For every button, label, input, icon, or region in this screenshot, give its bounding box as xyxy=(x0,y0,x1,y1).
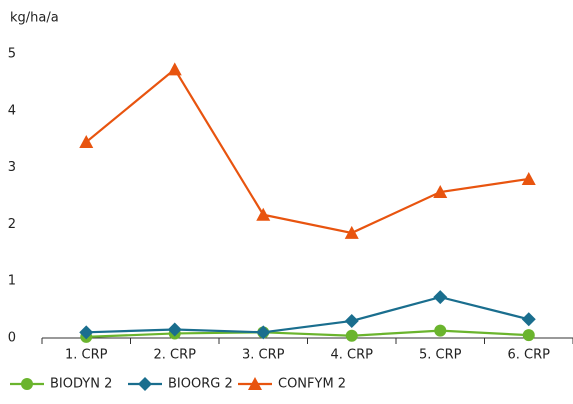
y-tick-label: 2 xyxy=(8,217,16,232)
series-line xyxy=(85,67,529,235)
x-tick-label: 3. CRP xyxy=(242,348,285,363)
legend-marker xyxy=(138,377,152,391)
series-line xyxy=(86,329,529,338)
series-line xyxy=(86,295,530,334)
y-axis-title: kg/ha/a xyxy=(10,11,59,26)
legend-marker xyxy=(248,377,262,390)
legend-label: BIODYN 2 xyxy=(50,377,112,392)
marker xyxy=(79,325,94,340)
y-tick-label: 3 xyxy=(8,160,16,175)
y-tick-label: 0 xyxy=(8,331,16,346)
marker xyxy=(167,322,182,337)
x-tick-label: 6. CRP xyxy=(508,348,551,363)
marker xyxy=(434,324,447,337)
marker xyxy=(345,329,358,342)
legend-label: BIOORG 2 xyxy=(168,377,233,392)
marker xyxy=(521,312,536,327)
marker xyxy=(79,135,94,149)
legend-marker xyxy=(21,378,33,390)
y-tick-label: 4 xyxy=(8,103,16,118)
marker xyxy=(522,329,535,342)
x-tick-label: 5. CRP xyxy=(419,348,462,363)
marker xyxy=(256,207,271,221)
y-tick-label: 5 xyxy=(8,47,16,62)
marker xyxy=(256,325,271,340)
y-tick-label: 1 xyxy=(8,274,16,289)
x-tick-label: 1. CRP xyxy=(65,348,108,363)
legend-label: CONFYM 2 xyxy=(278,377,346,392)
marker xyxy=(344,225,359,239)
marker xyxy=(167,62,182,76)
marker xyxy=(433,290,448,305)
x-tick-label: 4. CRP xyxy=(331,348,374,363)
x-tick-label: 2. CRP xyxy=(154,348,197,363)
marker xyxy=(344,313,359,328)
marker xyxy=(433,185,448,199)
marker xyxy=(521,171,536,185)
